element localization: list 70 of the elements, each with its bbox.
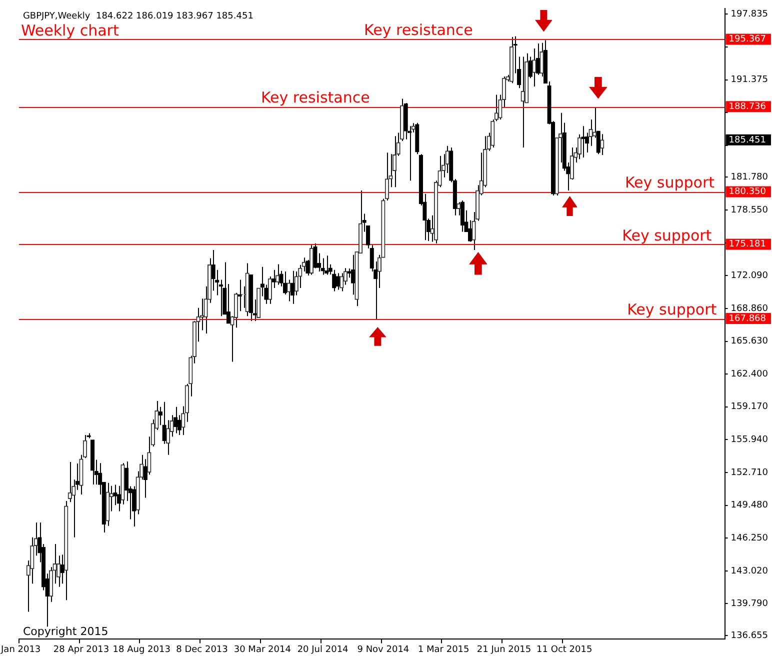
text: 167.868 [728, 314, 766, 324]
text: 188.736 [728, 102, 766, 112]
candlestick [290, 270, 295, 304]
annotation: Copyright 2015 [22, 625, 108, 638]
candlestick [384, 152, 390, 201]
text: Weekly chart [20, 21, 119, 40]
candlestick [600, 134, 604, 156]
candlestick [309, 244, 314, 276]
candlestick [162, 401, 166, 444]
x-tick-label: 30 Mar 2014 [234, 644, 292, 655]
x-tick-label: 8 Dec 2013 [176, 644, 228, 655]
candlestick [68, 462, 72, 503]
y-tick-label: 146.250 [730, 533, 768, 544]
y-tick-label: 197.835 [730, 9, 768, 20]
ref-line-label: Key support [622, 226, 712, 244]
x-tick-label: 1 Mar 2015 [418, 644, 470, 655]
y-tick-label: 168.860 [730, 304, 768, 314]
candlestick [260, 266, 264, 297]
x-tick-label: 20 Jul 2014 [297, 644, 349, 655]
text: 185.451 [728, 135, 766, 146]
y-tick-label: 172.090 [730, 270, 768, 281]
ref-line-label: Key resistance [260, 88, 370, 107]
candlestick [520, 56, 525, 148]
y-tick-label: 155.940 [730, 435, 768, 446]
candlestick [60, 554, 64, 584]
ref-line-label: Key resistance [364, 21, 473, 40]
candlestick [324, 255, 329, 276]
candlestick [174, 406, 178, 434]
candlestick [272, 269, 276, 289]
candlestick [336, 272, 340, 290]
candlestick [494, 94, 499, 122]
y-tick-label: 149.480 [730, 500, 768, 511]
candlestick [392, 136, 397, 188]
candlestick [468, 220, 472, 242]
y-tick-label: 191.375 [730, 75, 768, 86]
candlestick [143, 458, 148, 498]
y-tick-label: 165.630 [730, 336, 768, 347]
y-tick-label: 181.780 [730, 172, 768, 183]
text: 175.181 [728, 240, 766, 250]
candlestick [286, 279, 291, 302]
y-tick-label: 152.710 [730, 468, 768, 478]
y-tick-label: 162.400 [730, 369, 768, 380]
y-tick-label: 178.550 [730, 205, 768, 216]
ref-line-label: Key support [624, 174, 715, 192]
candlestick [320, 258, 325, 276]
candlestick [211, 250, 216, 292]
candlestick [116, 485, 122, 512]
y-tick-label: 139.790 [730, 599, 768, 610]
chart-title: GBPJPY,Weekly 184.622 186.019 183.967 185.451 [22, 11, 254, 22]
candlestick [268, 276, 272, 304]
x-tick-label: 11 Oct 2015 [536, 644, 592, 655]
y-tick-label: 143.020 [730, 566, 768, 576]
text: 180.350 [728, 187, 766, 198]
candlestick [306, 259, 310, 276]
y-tick-label: 136.655 [730, 630, 768, 641]
candlestick [460, 200, 465, 232]
candlestick [532, 48, 536, 88]
y-tick-label: 159.170 [730, 402, 768, 412]
candlestick [350, 254, 356, 296]
candlestick [528, 56, 532, 79]
ref-line-label: Key support [627, 300, 717, 319]
candlestick [275, 264, 280, 286]
x-tick-label: 28 Apr 2013 [53, 644, 110, 655]
x-tick-label: 9 Nov 2014 [357, 644, 410, 655]
x-tick-label: Jan 2013 [0, 644, 41, 655]
text: 195.367 [728, 34, 766, 45]
x-tick-label: 21 Jun 2015 [476, 644, 532, 655]
x-tick-label: 18 Aug 2013 [112, 644, 170, 655]
candlestick [282, 270, 288, 296]
candlestick [132, 486, 136, 527]
